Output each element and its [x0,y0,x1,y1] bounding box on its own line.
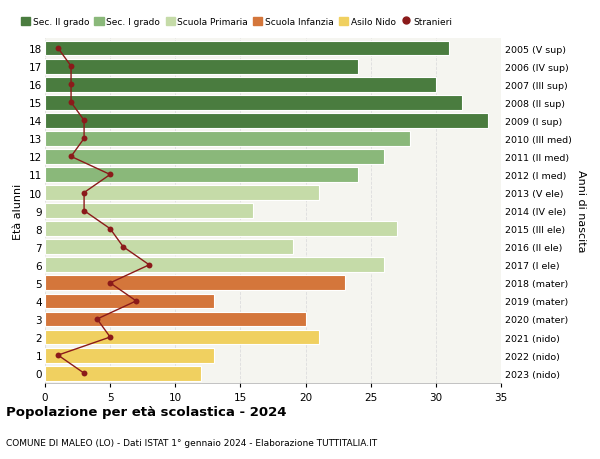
Bar [45,348,214,363]
Point [79,369,89,377]
Bar [45,186,319,201]
Bar [45,95,462,110]
Point [66,63,76,71]
Bar [45,204,253,218]
Bar [45,168,358,183]
Point [79,190,89,197]
Point [66,99,76,106]
Point [66,81,76,89]
Y-axis label: Anni di nascita: Anni di nascita [576,170,586,252]
Point [106,280,115,287]
Point [145,262,154,269]
Bar [45,276,344,291]
Text: Popolazione per età scolastica - 2024: Popolazione per età scolastica - 2024 [6,405,287,419]
Point [66,153,76,161]
Legend: Sec. II grado, Sec. I grado, Scuola Primaria, Scuola Infanzia, Asilo Nido, Stran: Sec. II grado, Sec. I grado, Scuola Prim… [17,14,456,30]
Text: COMUNE DI MALEO (LO) - Dati ISTAT 1° gennaio 2024 - Elaborazione TUTTITALIA.IT: COMUNE DI MALEO (LO) - Dati ISTAT 1° gen… [6,438,377,447]
Point [53,45,63,53]
Bar [45,330,319,345]
Point [92,316,102,323]
Bar [45,41,449,56]
Bar [45,60,358,74]
Bar [45,366,202,381]
Point [79,118,89,125]
Bar [45,150,384,164]
Point [79,207,89,215]
Point [118,244,128,251]
Point [106,225,115,233]
Bar [45,78,436,92]
Point [53,352,63,359]
Bar [45,114,488,129]
Y-axis label: Età alunni: Età alunni [13,183,23,239]
Point [106,171,115,179]
Bar [45,132,410,146]
Bar [45,258,384,273]
Bar [45,312,305,327]
Bar [45,294,214,308]
Point [106,334,115,341]
Point [79,135,89,143]
Bar [45,222,397,236]
Bar [45,240,293,255]
Point [131,297,141,305]
